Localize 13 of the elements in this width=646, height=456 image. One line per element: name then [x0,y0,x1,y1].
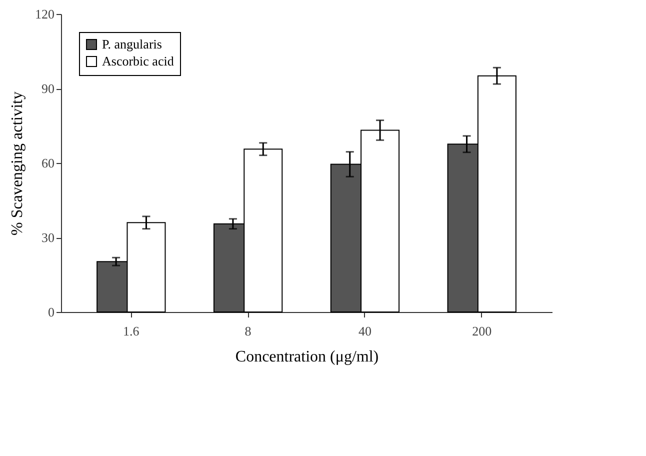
y-tick-label: 30 [42,230,54,245]
y-tick-label: 120 [35,6,54,22]
y-tick-label: 0 [48,304,54,320]
y-axis-title: % Scavenging activity [9,92,26,236]
x-tick-label: 8 [244,324,252,338]
y-tick-label: 90 [42,81,54,96]
x-tick-label: 1.6 [123,324,140,338]
x-tick-label: 40 [358,324,372,338]
legend-label: Ascorbic acid [102,54,174,68]
legend-label: P. angularis [102,36,162,52]
x-tick-label: 200 [472,324,492,338]
y-tick-label: 60 [42,156,54,170]
x-axis-title: Concentration (μg/ml) [235,348,379,366]
